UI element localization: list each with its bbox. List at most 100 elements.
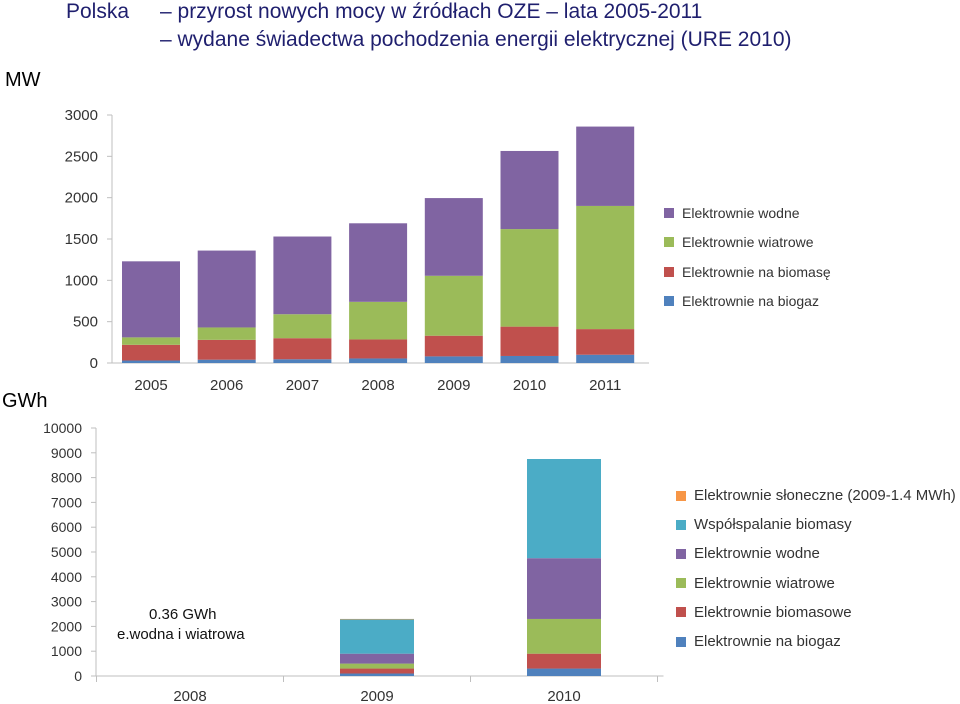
gwh-unit-label: GWh	[2, 390, 48, 412]
legend-item: Elektrownie wiatrowe	[664, 228, 831, 258]
legend-swatch	[676, 607, 686, 618]
bar-elektrownie-wodne-2005	[122, 261, 180, 338]
y-tick-label: 3000	[65, 107, 98, 124]
x-tick-label: 2010	[547, 688, 580, 704]
bar-elektrownie-wiatrowe-2008	[349, 301, 408, 340]
bar-elektrownie-na-biogaz-2009	[340, 673, 414, 676]
bar-elektrownie-na-biomasę-2005	[122, 344, 180, 361]
annotation-text: e.wodna i wiatrowa	[117, 626, 245, 643]
x-tick-label: 2006	[210, 377, 243, 394]
legend-label: Elektrownie wodne	[682, 204, 800, 221]
bar-elektrownie-wodne-2009	[340, 653, 414, 664]
y-tick-label: 10000	[43, 420, 82, 436]
legend-item: Elektrownie na biomasę	[664, 257, 831, 287]
bar-elektrownie-na-biomasę-2006	[197, 339, 256, 360]
legend-label: Elektrownie biomasowe	[694, 603, 852, 621]
legend-label: Elektrownie wodne	[694, 545, 820, 563]
x-tick-label: 2008	[173, 688, 206, 704]
bar-elektrownie-wiatrowe-2005	[122, 337, 180, 345]
x-tick-label: 2009	[437, 377, 470, 394]
bar-współspalanie-biomasy-2009	[340, 618, 414, 654]
bar-elektrownie-wiatrowe-2007	[273, 314, 332, 339]
title-line-1: – przyrost nowych mocy w źródłach OZE – …	[160, 0, 703, 23]
bar-elektrownie-na-biogaz-2009	[424, 356, 483, 363]
y-tick-label: 6000	[51, 519, 82, 535]
legend-swatch	[676, 578, 686, 589]
x-tick-label: 2005	[134, 377, 167, 394]
bar-elektrownie-wodne-2010	[527, 558, 601, 619]
legend-item: Elektrownie słoneczne (2009-1.4 MWh)	[676, 481, 956, 510]
legend-item: Elektrownie biomasowe	[676, 598, 956, 627]
bar-elektrownie-biomasowe-2009	[340, 668, 414, 674]
bar-elektrownie-słoneczne-2009-1-4-mwh-2009	[340, 618, 414, 620]
bar-elektrownie-na-biomasę-2008	[349, 339, 408, 359]
bar-elektrownie-na-biomasę-2007	[273, 338, 332, 360]
legend-item: Elektrownie wiatrowe	[676, 569, 956, 598]
y-tick-label: 0	[90, 355, 98, 372]
legend-label: Elektrownie wiatrowe	[682, 234, 814, 251]
legend-label: Elektrownie wiatrowe	[694, 574, 835, 592]
generation-legend: Elektrownie słoneczne (2009-1.4 MWh) Wspó…	[676, 481, 956, 656]
x-tick-label: 2007	[286, 377, 319, 394]
bar-elektrownie-wodne-2008	[349, 223, 408, 302]
legend-swatch	[664, 266, 674, 277]
y-tick-label: 0	[74, 668, 82, 684]
legend-swatch	[676, 636, 686, 647]
bar-elektrownie-na-biomasę-2010	[500, 326, 559, 356]
bar-elektrownie-na-biomasę-2009	[424, 335, 483, 357]
bar-współspalanie-biomasy-2010	[527, 459, 601, 559]
y-tick-label: 1500	[65, 231, 98, 248]
y-tick-label: 1000	[65, 272, 98, 289]
legend-item: Współspalanie biomasy	[676, 510, 956, 539]
bar-elektrownie-wodne-2009	[424, 198, 483, 276]
bar-elektrownie-na-biogaz-2008	[349, 358, 408, 363]
bar-elektrownie-na-biogaz-2010	[500, 355, 559, 363]
legend-swatch	[676, 519, 686, 530]
x-tick-label: 2011	[589, 377, 621, 394]
bar-elektrownie-na-biogaz-2006	[197, 359, 256, 363]
bar-elektrownie-wodne-2011	[576, 126, 635, 206]
y-tick-label: 4000	[51, 569, 82, 585]
bar-elektrownie-wiatrowe-2011	[576, 205, 635, 330]
legend-swatch	[676, 490, 686, 501]
mw-unit-label: MW	[5, 69, 41, 91]
y-tick-label: 2000	[51, 618, 82, 634]
legend-swatch	[664, 207, 674, 218]
legend-label: Współspalanie biomasy	[694, 516, 852, 534]
bar-elektrownie-wiatrowe-2010	[527, 618, 601, 654]
bar-elektrownie-na-biomasę-2011	[576, 329, 635, 355]
legend-swatch	[664, 296, 674, 307]
bar-elektrownie-wiatrowe-2009	[424, 275, 483, 336]
bar-elektrownie-wiatrowe-2009	[340, 663, 414, 669]
bar-elektrownie-wiatrowe-2010	[500, 229, 559, 327]
y-tick-label: 3000	[51, 594, 82, 610]
bar-elektrownie-na-biogaz-2007	[273, 359, 332, 363]
legend-item: Elektrownie wodne	[676, 539, 956, 568]
x-tick-label: 2010	[513, 377, 546, 394]
bar-elektrownie-wodne-2007	[273, 236, 332, 315]
bar-elektrownie-na-biogaz-2010	[527, 668, 601, 676]
legend-label: Elektrownie na biomasę	[682, 263, 831, 280]
bar-elektrownie-wiatrowe-2006	[197, 327, 256, 340]
y-tick-label: 7000	[51, 494, 82, 510]
legend-item: Elektrownie wodne	[664, 198, 831, 228]
bar-elektrownie-wodne-2006	[197, 250, 256, 328]
legend-label: Elektrownie na biogaz	[682, 293, 819, 310]
bar-elektrownie-wodne-2010	[500, 150, 559, 230]
x-tick-label: 2008	[361, 377, 394, 394]
legend-item: Elektrownie na biogaz	[664, 287, 831, 317]
title-line-2: – wydane świadectwa pochodzenia energii …	[160, 28, 792, 51]
legend-item: Elektrownie na biogaz	[676, 627, 956, 656]
x-tick-label: 2009	[360, 688, 393, 704]
y-tick-label: 2000	[65, 190, 98, 207]
bar-elektrownie-biomasowe-2010	[527, 653, 601, 669]
y-tick-label: 9000	[51, 445, 82, 461]
country-label: Polska	[66, 0, 130, 23]
annotation-value: 0.36 GWh	[149, 606, 217, 623]
legend-swatch	[676, 548, 686, 559]
legend-swatch	[664, 237, 674, 248]
bar-elektrownie-na-biogaz-2005	[122, 360, 180, 363]
y-tick-label: 1000	[51, 643, 82, 659]
